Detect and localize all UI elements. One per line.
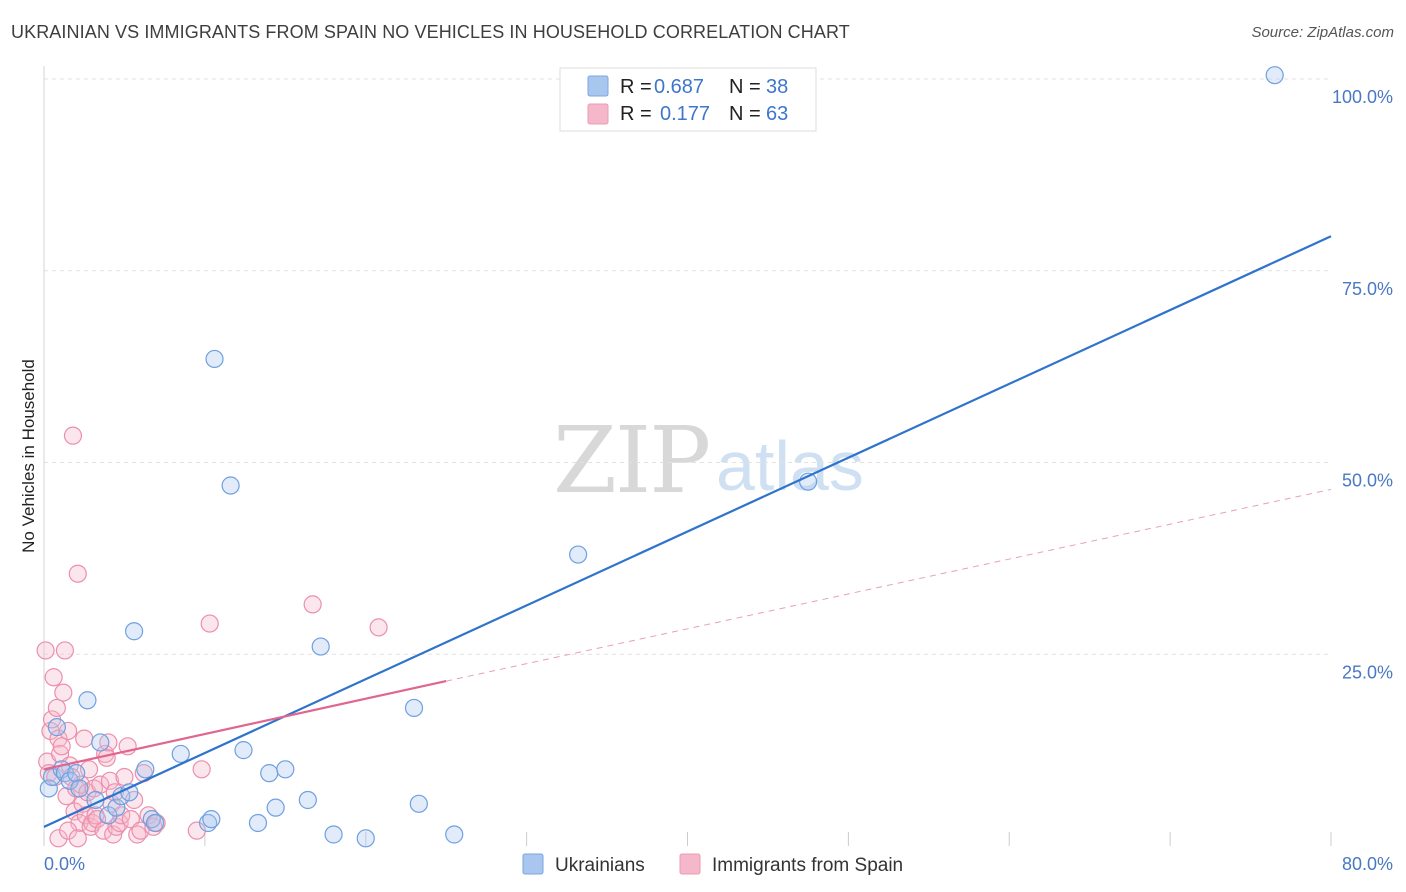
data-point-spain [52, 737, 71, 756]
data-point-ukrainians [70, 779, 89, 798]
trendline-spain-extension [446, 488, 1332, 682]
data-point-spain [63, 426, 83, 445]
x-tick-label: 0.0% [44, 854, 85, 874]
source-credit: Source: ZipAtlas.com [1251, 24, 1394, 41]
data-point-spain [54, 683, 73, 702]
legend-n-label-spain: N = [729, 103, 761, 125]
data-point-ukrainians [266, 798, 285, 817]
data-point-spain [200, 614, 219, 633]
data-point-spain [192, 760, 211, 779]
data-point-ukrainians [145, 813, 165, 833]
legend: R = 0.687 N = 38 R = 0.177 N = 63 [559, 67, 817, 132]
legend-swatch-ukrainians [587, 75, 609, 97]
legend-n-value-ukrainians: 38 [766, 76, 788, 98]
data-point-spain [49, 829, 68, 848]
data-point-ukrainians [356, 829, 375, 848]
data-point-spain [47, 698, 66, 718]
data-point-spain [59, 821, 78, 840]
legend-r-value-spain: 0.177 [660, 103, 710, 125]
y-axis-tick-labels: 25.0% 50.0% 75.0% 100.0% [1332, 87, 1393, 682]
legend-n-value-spain: 63 [766, 103, 788, 125]
y-tick-label: 100.0% [1332, 87, 1393, 107]
chart-title: UKRAINIAN VS IMMIGRANTS FROM SPAIN NO VE… [11, 22, 850, 42]
y-tick-label: 50.0% [1342, 471, 1393, 491]
data-point-spain [44, 668, 63, 687]
data-point-ukrainians [409, 794, 428, 813]
trend-lines [43, 235, 1332, 828]
data-point-spain [75, 729, 94, 748]
data-point-spain [68, 829, 87, 848]
trendline-spain [43, 680, 447, 771]
data-point-ukrainians [404, 698, 424, 718]
data-point-ukrainians [202, 810, 221, 829]
legend-swatch-spain [587, 103, 609, 125]
data-point-spain [36, 641, 55, 660]
data-point-ukrainians [248, 813, 268, 833]
data-point-ukrainians [78, 691, 97, 710]
data-point-ukrainians [234, 741, 253, 760]
bottom-legend: Ukrainians Immigrants from Spain [522, 853, 903, 876]
data-point-ukrainians [171, 744, 190, 764]
data-point-ukrainians [107, 798, 126, 817]
data-point-spain [87, 810, 107, 829]
y-axis-label: No Vehicles in Household [19, 359, 38, 553]
data-point-ukrainians [91, 733, 110, 752]
legend-n-label-ukrainians: N = [729, 76, 761, 98]
x-axis-ticks [43, 832, 1332, 846]
data-point-ukrainians [221, 476, 240, 495]
data-point-ukrainians [298, 790, 317, 810]
data-point-ukrainians [124, 622, 144, 641]
data-point-ukrainians [120, 783, 139, 802]
data-point-ukrainians [39, 779, 58, 798]
data-point-ukrainians [445, 825, 464, 844]
data-point-ukrainians [47, 718, 66, 737]
data-point-ukrainians [260, 764, 279, 783]
data-point-spain [100, 771, 120, 790]
y-tick-label: 25.0% [1342, 662, 1393, 682]
bottom-legend-swatch-spain [679, 853, 701, 875]
data-point-ukrainians [205, 349, 224, 369]
data-point-spain [55, 641, 75, 660]
trendline-ukrainians [43, 235, 1332, 828]
data-point-spain [59, 721, 78, 741]
data-point-spain [115, 767, 134, 787]
data-point-spain [68, 564, 87, 583]
watermark-zip: ZIP [553, 407, 709, 514]
data-point-ukrainians [67, 764, 86, 783]
bottom-legend-swatch-ukrainians [522, 853, 544, 875]
data-point-ukrainians [1265, 66, 1284, 85]
data-point-ukrainians [569, 545, 588, 564]
data-point-spain [303, 595, 322, 614]
legend-r-value-ukrainians: 0.687 [654, 76, 704, 98]
x-axis-tick-labels: 0.0% 80.0% [44, 854, 1393, 874]
watermark-atlas: atlas [716, 427, 864, 505]
x-tick-label: 80.0% [1342, 854, 1393, 874]
series-immigrants-from-spain [36, 426, 388, 848]
bottom-legend-label-spain: Immigrants from Spain [712, 855, 903, 876]
data-point-ukrainians [136, 760, 155, 779]
y-tick-label: 75.0% [1342, 279, 1393, 299]
bottom-legend-label-ukrainians: Ukrainians [555, 855, 645, 876]
data-point-ukrainians [311, 637, 330, 656]
data-point-ukrainians [276, 760, 295, 779]
data-point-spain [369, 618, 388, 637]
legend-r-label-spain: R = [620, 103, 652, 125]
data-point-ukrainians [324, 825, 343, 844]
legend-r-label-ukrainians: R = [620, 76, 652, 98]
